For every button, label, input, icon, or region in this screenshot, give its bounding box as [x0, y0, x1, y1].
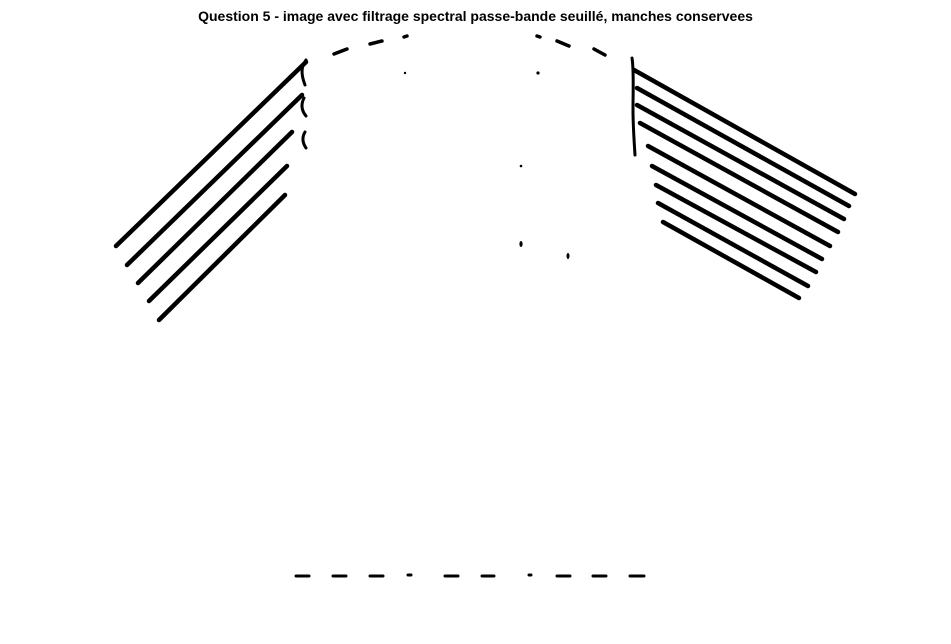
right-stripe: [634, 102, 847, 222]
left-sleeve-edge: [300, 58, 308, 150]
right-stripe: [637, 120, 841, 235]
hem-dashes: [294, 573, 646, 578]
left-stripe: [135, 129, 295, 286]
figure-title: Question 5 - image avec filtrage spectra…: [198, 8, 753, 24]
right-sleeve-edge: [630, 56, 637, 157]
neckline-fragments: [332, 34, 607, 57]
noise-specks: [403, 71, 570, 259]
right-stripe: [631, 67, 858, 197]
left-stripe: [113, 59, 309, 249]
left-sleeve-stripes: [113, 59, 309, 323]
right-stripe: [649, 163, 825, 262]
right-sleeve-stripes: [631, 67, 858, 301]
right-stripe: [655, 200, 811, 289]
right-stripe: [660, 219, 802, 301]
left-stripe: [124, 92, 305, 268]
right-stripe: [634, 85, 852, 209]
left-stripe: [156, 192, 288, 323]
right-stripe: [645, 143, 833, 249]
left-stripe: [146, 163, 290, 304]
right-stripe: [653, 182, 819, 275]
